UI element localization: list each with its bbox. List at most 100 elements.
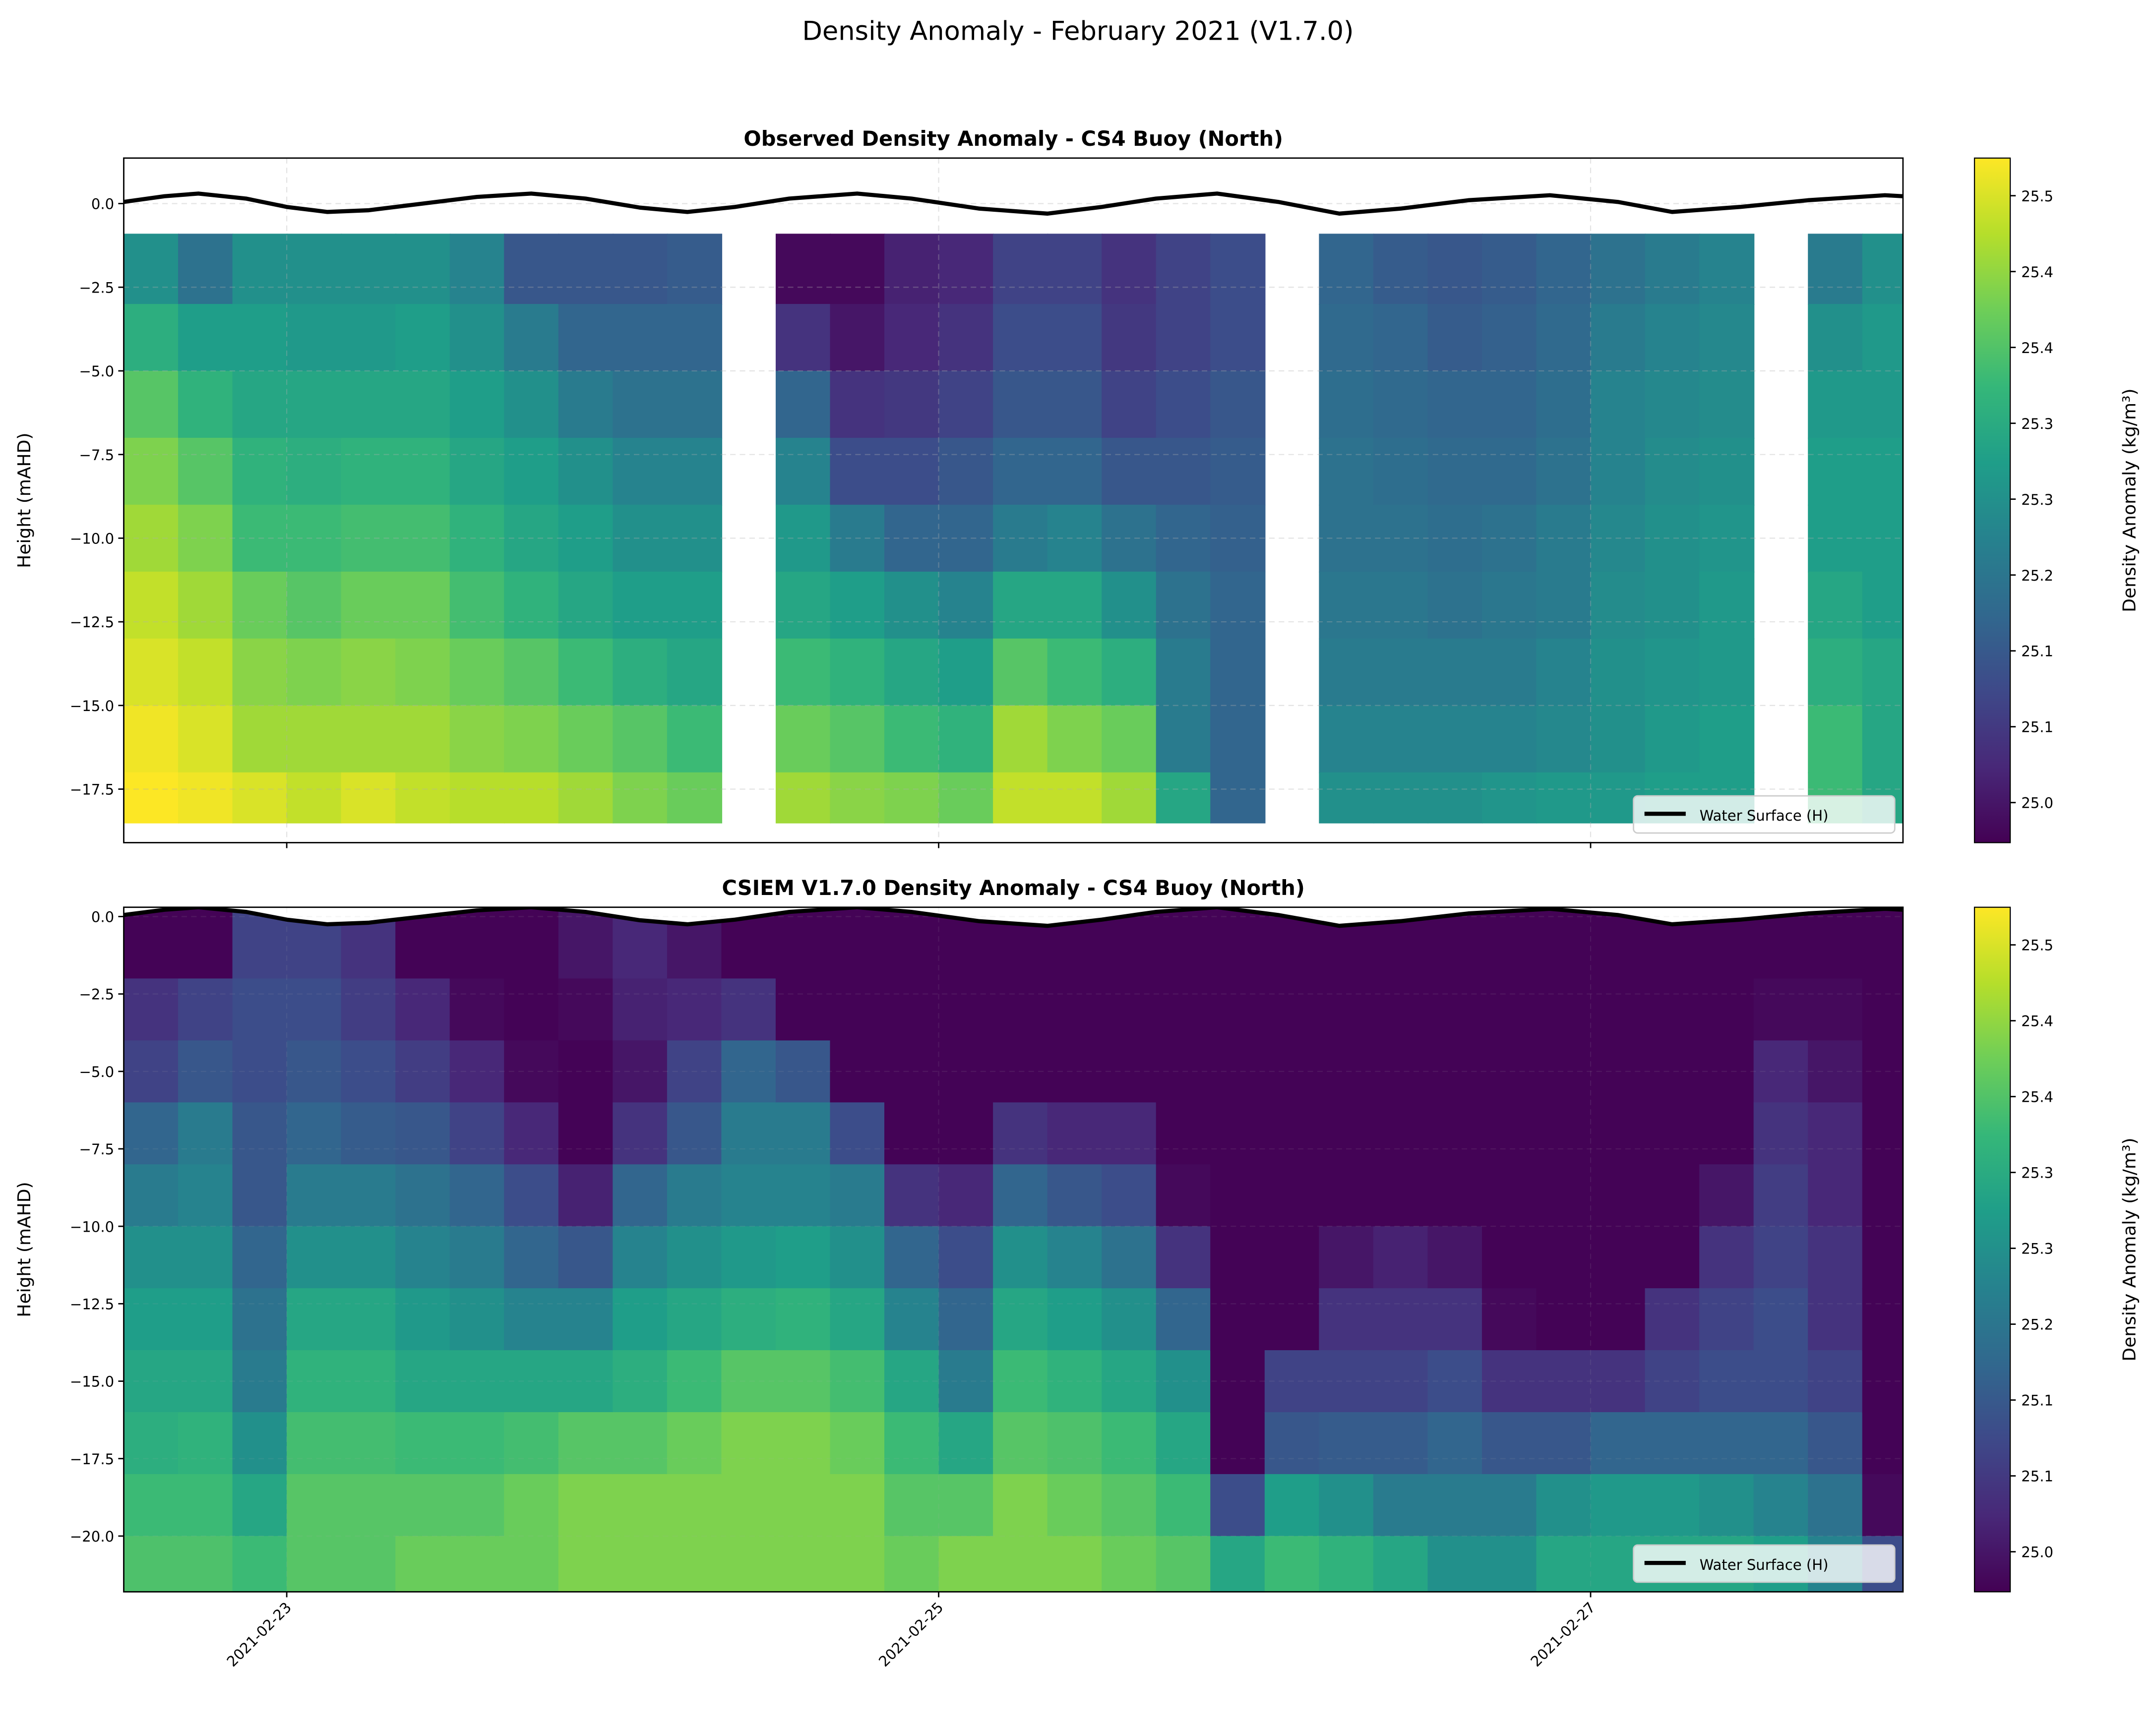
heatmap-cell [1156,907,1211,980]
heatmap-cell [1102,705,1157,774]
heatmap-cell [178,978,234,1042]
heatmap-cell [1862,1288,1903,1351]
heatmap-cell [613,304,668,372]
colorbar-gradient [1973,157,2011,843]
heatmap-cell [1591,978,1646,1042]
heatmap-cell [1481,638,1538,707]
heatmap-cell [993,1412,1048,1475]
model-y-label: Height (mAHD) [14,1182,35,1317]
heatmap-cell [1536,1536,1592,1592]
heatmap-cell [123,1536,179,1592]
heatmap-cell [558,1226,614,1289]
heatmap-cell [232,1350,288,1413]
heatmap-cell [1645,234,1700,305]
heatmap-cell [613,1040,668,1103]
heatmap-cell [884,978,940,1042]
heatmap-cell [1862,1102,1903,1165]
y-tick-label: −5.0 [79,1064,114,1080]
heatmap-cell [232,772,288,824]
heatmap-cell [395,1226,451,1289]
heatmap-cell [123,304,179,372]
heatmap-cell [667,1288,723,1351]
heatmap-cell [1536,437,1592,506]
heatmap-cell [123,1350,179,1413]
heatmap-cell [178,571,234,640]
heatmap-cell [1102,1040,1157,1103]
heatmap-cell [667,638,723,707]
heatmap-cell [830,907,885,980]
heatmap-cell [830,1474,885,1537]
heatmap-cell [613,437,668,506]
figure-suptitle: Density Anomaly - February 2021 (V1.7.0) [802,16,1354,46]
heatmap-cell [1699,571,1755,640]
heatmap-cell [1047,1412,1103,1475]
heatmap-cell [558,504,614,573]
heatmap-cell [1427,1350,1483,1413]
heatmap-cell [1319,1412,1374,1475]
heatmap-cell [1102,1102,1157,1165]
heatmap-cell [123,437,179,506]
observed-y-ticks: 0.0 −2.5 −5.0 −7.5 −10.0 −12.5 −15.0 −17.5 [70,196,124,798]
heatmap-cell [613,1536,668,1592]
heatmap-cell [504,978,559,1042]
heatmap-cell [558,1536,614,1592]
heatmap-cell [341,504,396,573]
heatmap-cell [613,638,668,707]
heatmap-cell [1373,234,1429,305]
heatmap-cell [1645,1102,1700,1165]
heatmap-cell [1753,1474,1809,1537]
heatmap-cell [830,1040,885,1103]
heatmap-cell [504,234,559,305]
colorbar-tick-label: 25.1 [2021,719,2053,736]
heatmap-cell [1536,1350,1592,1413]
heatmap-cell [1591,1164,1646,1227]
heatmap-cell [1102,304,1157,372]
heatmap-cell [1481,571,1538,640]
model-panel: CSIEM V1.7.0 Density Anomaly - CS4 Buoy … [14,876,2140,1670]
heatmap-cell [938,234,994,305]
heatmap-cell [287,638,342,707]
heatmap-cell [993,1164,1048,1227]
heatmap-cell [1319,1226,1374,1289]
heatmap-cell [287,304,342,372]
heatmap-cell [884,638,940,707]
heatmap-cell [123,907,179,980]
colorbar-tick-label: 25.3 [2021,1241,2053,1257]
heatmap-cell [123,1474,179,1537]
heatmap-cell [504,1474,559,1537]
heatmap-cell [1591,1350,1646,1413]
heatmap-cell [830,1412,885,1475]
heatmap-cell [341,571,396,640]
heatmap-cell [830,234,885,305]
heatmap-cell [1808,504,1863,573]
colorbar-tick-label: 25.3 [2021,1165,2053,1182]
heatmap-cell [1862,1040,1903,1103]
heatmap-cell [558,978,614,1042]
heatmap-cell [1156,1412,1211,1475]
heatmap-cell [1536,1288,1592,1351]
heatmap-cell [449,1164,505,1227]
heatmap-cell [613,1226,668,1289]
observed-heatmap [123,234,1903,824]
heatmap-cell [1373,638,1429,707]
heatmap-cell [341,1164,396,1227]
heatmap-cell [232,437,288,506]
heatmap-cell [1047,978,1103,1042]
heatmap-cell [395,437,451,506]
heatmap-cell [123,772,179,824]
heatmap-cell [504,638,559,707]
heatmap-cell [1699,1350,1755,1413]
heatmap-cell [775,504,831,573]
heatmap-cell [1427,234,1483,305]
heatmap-cell [721,1288,777,1351]
colorbar-tick-label: 25.5 [2021,188,2053,205]
heatmap-cell [287,705,342,774]
heatmap-cell [287,571,342,640]
heatmap-cell [287,1040,342,1103]
heatmap-cell [178,1536,234,1592]
heatmap-cell [341,772,396,824]
heatmap-cell [504,1164,559,1227]
heatmap-cell [1808,1350,1863,1413]
heatmap-cell [1481,1102,1538,1165]
heatmap-cell [178,1164,234,1227]
